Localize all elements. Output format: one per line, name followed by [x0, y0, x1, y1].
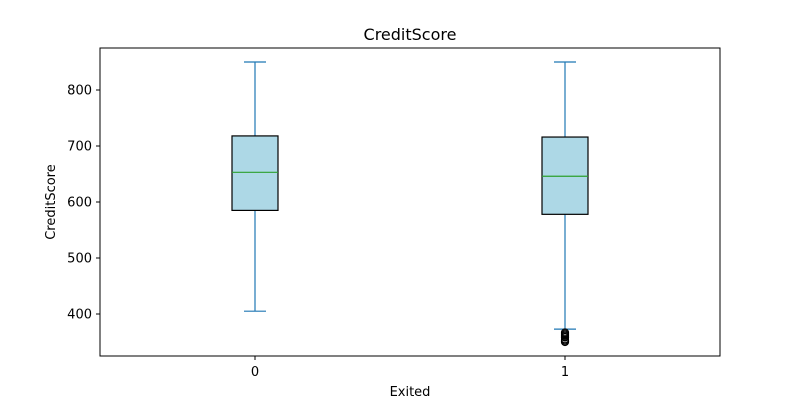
y-tick-label: 500: [67, 252, 92, 267]
y-axis-label: CreditScore: [44, 164, 59, 240]
plot-area-frame: [99, 47, 721, 357]
box-series: [231, 61, 589, 347]
box-iqr: [231, 135, 279, 212]
box-group-0: [231, 61, 279, 312]
x-axis-label: Exited: [390, 385, 431, 400]
y-axis: 400 500 600 700 800: [67, 84, 100, 323]
x-tick-label: 1: [561, 365, 569, 380]
chart-title: CreditScore: [364, 25, 457, 44]
y-tick-label: 700: [67, 140, 92, 155]
outlier-point: [560, 328, 570, 337]
y-tick-label: 800: [67, 84, 92, 99]
y-tick-label: 600: [67, 196, 92, 211]
x-tick-label: 0: [251, 365, 259, 380]
box-group-1: [541, 61, 589, 347]
y-tick-label: 400: [67, 308, 92, 323]
